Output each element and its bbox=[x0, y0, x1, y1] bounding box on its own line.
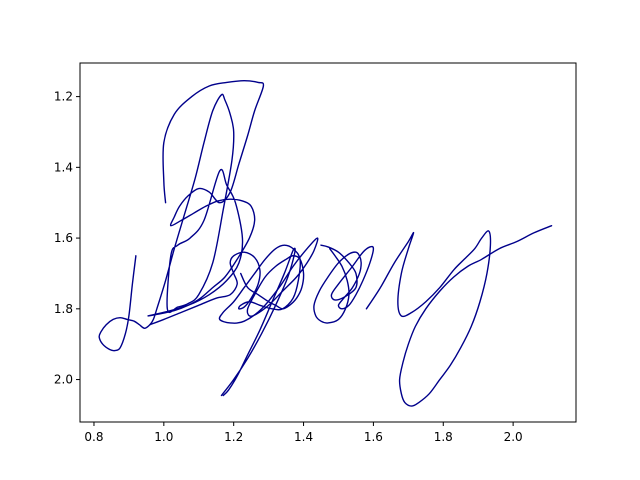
x-tick-label: 2.0 bbox=[504, 430, 523, 444]
series-line-0 bbox=[98, 79, 265, 352]
series-line-3 bbox=[313, 244, 375, 324]
plot-area bbox=[98, 79, 553, 407]
series-line-1 bbox=[149, 237, 319, 326]
x-tick-label: 1.2 bbox=[224, 430, 243, 444]
x-tick-label: 1.8 bbox=[434, 430, 453, 444]
x-axis: 0.8 1.0 1.2 1.4 1.6 1.8 2.0 bbox=[84, 422, 523, 444]
x-tick-label: 0.8 bbox=[84, 430, 103, 444]
y-tick-label: 1.2 bbox=[54, 90, 73, 104]
series-line-2 bbox=[220, 247, 296, 397]
x-tick-label: 1.0 bbox=[154, 430, 173, 444]
y-tick-label: 1.6 bbox=[54, 231, 73, 245]
x-tick-label: 1.4 bbox=[294, 430, 313, 444]
y-tick-label: 1.4 bbox=[54, 160, 73, 174]
y-tick-label: 2.0 bbox=[54, 373, 73, 387]
series-line-4 bbox=[365, 225, 553, 407]
y-axis: 1.2 1.4 1.6 1.8 2.0 bbox=[54, 90, 80, 387]
x-tick-label: 1.6 bbox=[364, 430, 383, 444]
y-tick-label: 1.8 bbox=[54, 302, 73, 316]
axes-frame bbox=[79, 62, 577, 423]
